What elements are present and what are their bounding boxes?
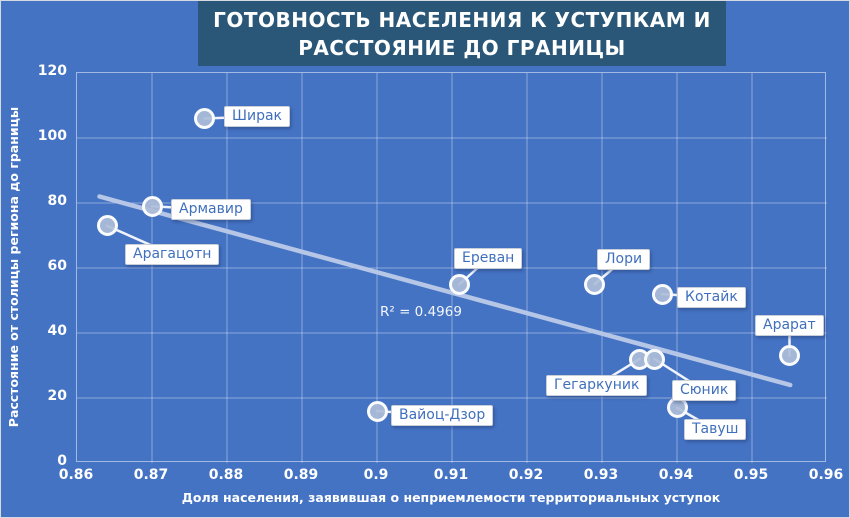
data-point-marker xyxy=(194,108,215,129)
x-axis-tick-label: 0.87 xyxy=(133,467,169,483)
data-point-marker xyxy=(584,273,605,295)
r-squared-label: R² = 0.4969 xyxy=(380,304,462,320)
data-point-label: Сюник xyxy=(672,380,737,401)
x-axis-tick-label: 0.88 xyxy=(208,467,244,483)
y-axis-tick-label: 120 xyxy=(37,63,67,79)
y-axis-tick-label: 0 xyxy=(57,453,67,469)
x-axis-tick-label: 0.96 xyxy=(808,467,844,483)
data-point-label: Арарат xyxy=(755,315,824,336)
data-point-marker xyxy=(96,215,118,237)
data-point-label: Армавир xyxy=(171,199,251,220)
data-point-label: Лори xyxy=(597,249,651,270)
data-point-marker xyxy=(779,345,800,367)
y-axis-tick-label: 40 xyxy=(47,323,67,339)
x-axis-title: Доля населения, заявившая о неприемлемос… xyxy=(181,490,721,505)
data-point-marker xyxy=(366,400,388,422)
chart-title-line2: РАССТОЯНИЕ ДО ГРАНИЦЫ xyxy=(298,35,626,60)
x-axis-tick-label: 0.89 xyxy=(283,467,319,483)
data-point-label: Котайк xyxy=(677,287,746,308)
x-axis-tick-label: 0.9 xyxy=(363,467,389,483)
data-point-marker xyxy=(651,283,673,305)
y-axis-tick-label: 80 xyxy=(47,193,67,209)
data-point-marker xyxy=(141,195,163,217)
x-axis-tick-label: 0.95 xyxy=(733,467,769,483)
data-point-label: Арагацотн xyxy=(125,244,220,265)
y-axis-tick-label: 100 xyxy=(37,128,67,144)
data-point-marker xyxy=(449,273,470,295)
y-axis-tick-label: 60 xyxy=(47,258,67,274)
data-point-label: Ереван xyxy=(454,248,523,269)
x-axis-tick-label: 0.92 xyxy=(508,467,544,483)
plot-area: R² = 0.4969 Ширак Армавир Арагацотн Ереван Л… xyxy=(76,72,827,463)
trendline xyxy=(97,194,793,388)
chart-title: ГОТОВНОСТЬ НАСЕЛЕНИЯ К УСТУПКАМ И РАССТО… xyxy=(198,1,726,66)
data-point-label: Гегаркуник xyxy=(546,375,648,396)
x-axis-tick-label: 0.93 xyxy=(583,467,619,483)
y-axis-tick-label: 20 xyxy=(47,388,67,404)
x-axis-tick-label: 0.94 xyxy=(658,467,694,483)
x-axis-tick-label: 0.91 xyxy=(433,467,469,483)
data-point-marker xyxy=(644,348,665,370)
data-point-label: Вайоц-Дзор xyxy=(391,405,494,426)
data-point-label: Ширак xyxy=(224,106,290,127)
chart-title-line1: ГОТОВНОСТЬ НАСЕЛЕНИЯ К УСТУПКАМ И xyxy=(213,7,711,32)
x-axis-tick-label: 0.86 xyxy=(58,467,94,483)
data-point-label: Тавуш xyxy=(684,419,747,440)
